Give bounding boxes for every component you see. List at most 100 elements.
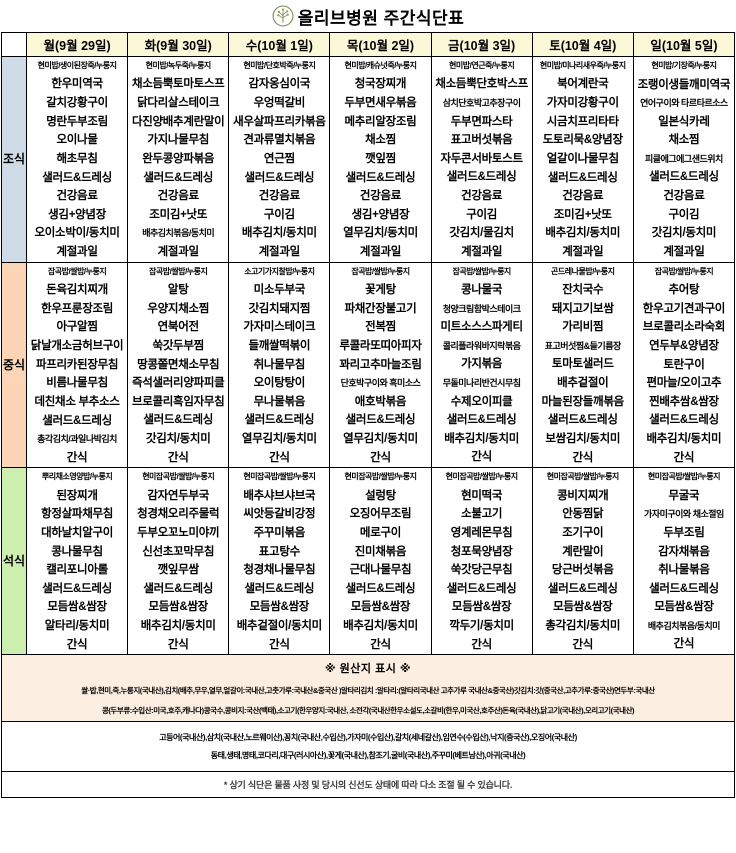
dish-item: 오이탕탕이 [253, 377, 306, 390]
dish-item: 돈육김치찌개 [46, 284, 108, 297]
dish-item: 아구알찜 [56, 321, 98, 334]
menu-cell-breakfast-3: 현미밥/캐슈넛죽/누룽지 청국장찌개 두부면새우볶음 메추리알장조림 채소찜 깻잎찜 샐러드… [329, 56, 432, 263]
dish-item: 열무김치/동치미 [343, 227, 418, 240]
menu-cell-lunch-6: 잡곡밥/쌀밥/누룽지 추어탕 한우고기견과구이 브로콜리소라숙회 연두부&양념장 토란구이… [632, 261, 736, 469]
menu-cell-lunch-1: 잡곡밥/쌀밥/누룽지 알탕 우양지채소찜 연북어전 쑥갓두부찜 땅콩쫄면채소무침 즉석샐러리… [127, 261, 230, 469]
dish-item: 북어계란국 [557, 78, 609, 91]
dish-item: 잡곡밥/쌀밥/누룽지 [654, 266, 714, 276]
dish-item: 잡곡밥/쌀밥/누룽지 [452, 266, 511, 276]
dish-item: 간식 [572, 451, 594, 464]
dish-item: 배추겉절이 [557, 377, 609, 390]
dish-item: 현미떡국 [461, 489, 503, 502]
dish-item: 배추김치/동치미 [646, 433, 722, 446]
dish-item: 현미잡곡밥/쌀밥/누룽지 [344, 472, 417, 482]
dish-item: 감자옹심이국 [248, 78, 311, 91]
dish-item: 자두콘서바토스트 [440, 152, 524, 165]
dish-item: 샐러드&드레싱 [244, 582, 315, 595]
dish-item: 갓김치/동치미 [651, 227, 717, 240]
dish-item: 생김+양념장 [48, 208, 106, 221]
dish-item: 구이김 [668, 208, 700, 221]
menu-cell-breakfast-4: 현미밥/연근죽/누룽지 채소듬뿍단호박스프 삼치단호박고추장구이 두부면파스타 표고버섯… [430, 56, 533, 263]
menu-cell-lunch-5: 곤드레나물밥/누룽지 잔치국수 돼지고기보쌈 가리비찜 표고버섯찜&들기름장 토마토샐러드… [531, 261, 634, 469]
dish-item: 계절과일 [56, 246, 98, 259]
origin-section-primary: ※ 원산지 표시 ※ 쌀·밥,현미,죽,누룽지(국내산),김치(배추,무우,열무… [1, 655, 735, 722]
dish-item: 다진양배추계란말이 [131, 115, 225, 128]
dish-item: 구이김 [466, 208, 498, 221]
dish-item: 채소듬뿍단호박스프 [435, 78, 528, 91]
dish-item: 현미밥/연근죽/누룽지 [449, 61, 515, 71]
dish-item: 가자미스테이크 [243, 321, 316, 334]
dish-item: 일본식카레 [658, 115, 710, 128]
dish-item: 현미밥/미나리새우죽/누룽지 [539, 61, 626, 70]
dish-item: 즉석샐러리양파피클 [131, 377, 225, 390]
dish-list: 소고기가지찰밥/누룽지 미소두부국 갓김치돼지찜 가자미스테이크 들깨쌀떡볶이 취나물무침… [229, 263, 329, 468]
dish-item: 계절과일 [663, 245, 705, 258]
dish-item: 모듬쌈&쌈장 [553, 601, 613, 614]
dish-item: 샐러드&드레싱 [446, 414, 517, 427]
dish-item: 당근버섯볶음 [551, 564, 614, 577]
dish-item: 미소두부국 [253, 284, 306, 297]
table-header-row: 월(9월 29일) 화(9월 30일) 수(10월 1일) 목(10월 2일) … [1, 32, 736, 57]
dish-item: 대하날치알구이 [41, 526, 114, 539]
dish-item: 두부조림 [663, 526, 705, 539]
dish-list: 현미잡곡밥/쌀밥/누룽지 감자연두부국 청경채오리주물럭 두부오꼬노미야끼 신선초꼬막무… [128, 468, 228, 654]
dish-list: 현미밥/미나리새우죽/누룽지 북어계란국 가자미강황구이 시금치프리타타 도토리묵&양념… [533, 57, 633, 262]
menu-cell-dinner-5: 현미잡곡밥/쌀밥/누룽지 콩비지찌개 안동찜닭 조기구이 계란말이 당근버섯볶음 샐러드&드… [531, 467, 634, 656]
origin-section-secondary: 고등어(국내산),삼치(국내산,노르웨이산),꽁치(국내산,수입산),가자미(수… [1, 721, 735, 773]
menu-cell-dinner-2: 현미잡곡밥/쌀밥/누룽지 배추샤브샤브국 씨앗등갈비강정 주꾸미볶음 표고탕수 청경채나물… [228, 467, 331, 656]
dish-item: 건강음료 [461, 190, 503, 203]
dish-item: 샐러드&드레싱 [244, 414, 315, 427]
dish-list: 현미밥/기장죽/누룽지 조랭이생들깨미역국 연어구이와 타르타르소스 일본식카레 채소찜… [634, 57, 734, 261]
dish-item: 소고기가지찰밥/누룽지 [244, 266, 315, 276]
dish-item: 감자채볶음 [658, 545, 710, 558]
dish-item: 추어탕 [668, 284, 700, 297]
meal-label-dinner: 석식 [1, 467, 27, 656]
dish-item: 모듬쌈&쌈장 [249, 601, 310, 614]
dish-item: 조미김+낫또 [149, 208, 208, 221]
dish-item: 견과류멸치볶음 [243, 134, 316, 147]
dish-item: 현미밥/캐슈넛죽/누룽지 [344, 61, 417, 70]
dish-item: 브로콜리소라숙회 [642, 321, 726, 334]
dish-list: 현미밥/단호박죽/누룽지 감자옹심이국 우엉떡갈비 새우살파프리카볶음 견과류멸치볶음 연… [229, 57, 329, 262]
dish-item: 콩비지찌개 [557, 489, 609, 502]
dish-item: 갓김치/동치미 [145, 433, 211, 446]
menu-cell-dinner-3: 현미잡곡밥/쌀밥/누룽지 설렁탕 오징어무조림 메로구이 진미채볶음 근대나물무침 샐러드&… [329, 467, 432, 656]
dish-item: 애호박볶음 [354, 395, 407, 408]
day-header-fri: 금(10월 3일) [430, 32, 533, 57]
dish-item: 간식 [269, 638, 290, 651]
dish-item: 구이김 [263, 208, 295, 221]
dish-item: 피클에그에그샌드위치 [645, 153, 723, 164]
dish-item: 계절과일 [157, 245, 199, 258]
dish-list: 뿌리채소영양밥/누룽지 된장찌개 항정살파채무침 대하날치알구이 콩나물무침 캘리포니아롤… [27, 468, 127, 654]
olive-tree-icon [272, 5, 294, 27]
dish-item: 취나물무침 [253, 358, 306, 371]
dish-item: 연북어전 [157, 321, 199, 334]
dish-item: 돼지고기보쌈 [551, 302, 614, 315]
dish-list: 현미잡곡밥/쌀밥/누룽지 현미떡국 소불고기 영계레몬무침 청포묵양념장 쑥갓당근무침 샐러… [432, 468, 532, 654]
menu-cell-dinner-0: 뿌리채소영양밥/누룽지 된장찌개 항정살파채무침 대하날치알구이 콩나물무침 캘리포니아롤… [25, 467, 129, 656]
dish-item: 한우고기견과구이 [642, 302, 726, 315]
dish-item: 청양크림함박스테이크 [442, 303, 521, 314]
dish-item: 계절과일 [258, 246, 300, 259]
dish-item: 안동찜닭 [562, 508, 604, 521]
dish-list: 잡곡밥/쌀밥/누룽지 돈육김치찌개 한우프룬장조림 아구알찜 닭날개소금허브구이 파프리카… [27, 263, 127, 467]
dish-item: 배추김치/동치미 [545, 227, 621, 240]
corner-cell [1, 32, 27, 57]
menu-cell-breakfast-2: 현미밥/단호박죽/누룽지 감자옹심이국 우엉떡갈비 새우살파프리카볶음 견과류멸치볶음 연… [228, 56, 331, 263]
dish-item: 간식 [167, 638, 189, 651]
dish-item: 된장찌개 [56, 489, 98, 502]
dish-list: 현미잡곡밥/쌀밥/누룽지 설렁탕 오징어무조림 메로구이 진미채볶음 근대나물무침 샐러드&… [330, 468, 430, 654]
dish-item: 간식 [471, 451, 492, 464]
dish-item: 닭날개소금허브구이 [30, 340, 124, 352]
dish-item: 현미잡곡밥/쌀밥/누룽지 [546, 472, 620, 482]
dish-item: 표고버섯찜&들기름장 [544, 341, 622, 351]
dish-item: 샐러드&드레싱 [446, 582, 517, 595]
meal-row-lunch: 중식 잡곡밥/쌀밥/누룽지 돈육김치찌개 한우프룬장조림 아구알찜 닭날개소금허브구이 파프… [1, 261, 736, 469]
menu-cell-breakfast-6: 현미밥/기장죽/누룽지 조랭이생들깨미역국 연어구이와 타르타르소스 일본식카레 채소찜… [632, 56, 736, 263]
dish-item: 깻잎찜 [365, 152, 396, 165]
dish-item: 건강음료 [359, 190, 402, 203]
dish-item: 건강음료 [157, 190, 199, 203]
dish-item: 갓김치/물김치 [449, 227, 514, 240]
dish-item: 샐러드&드레싱 [143, 582, 214, 595]
dish-item: 갓김치돼지찜 [248, 302, 311, 315]
